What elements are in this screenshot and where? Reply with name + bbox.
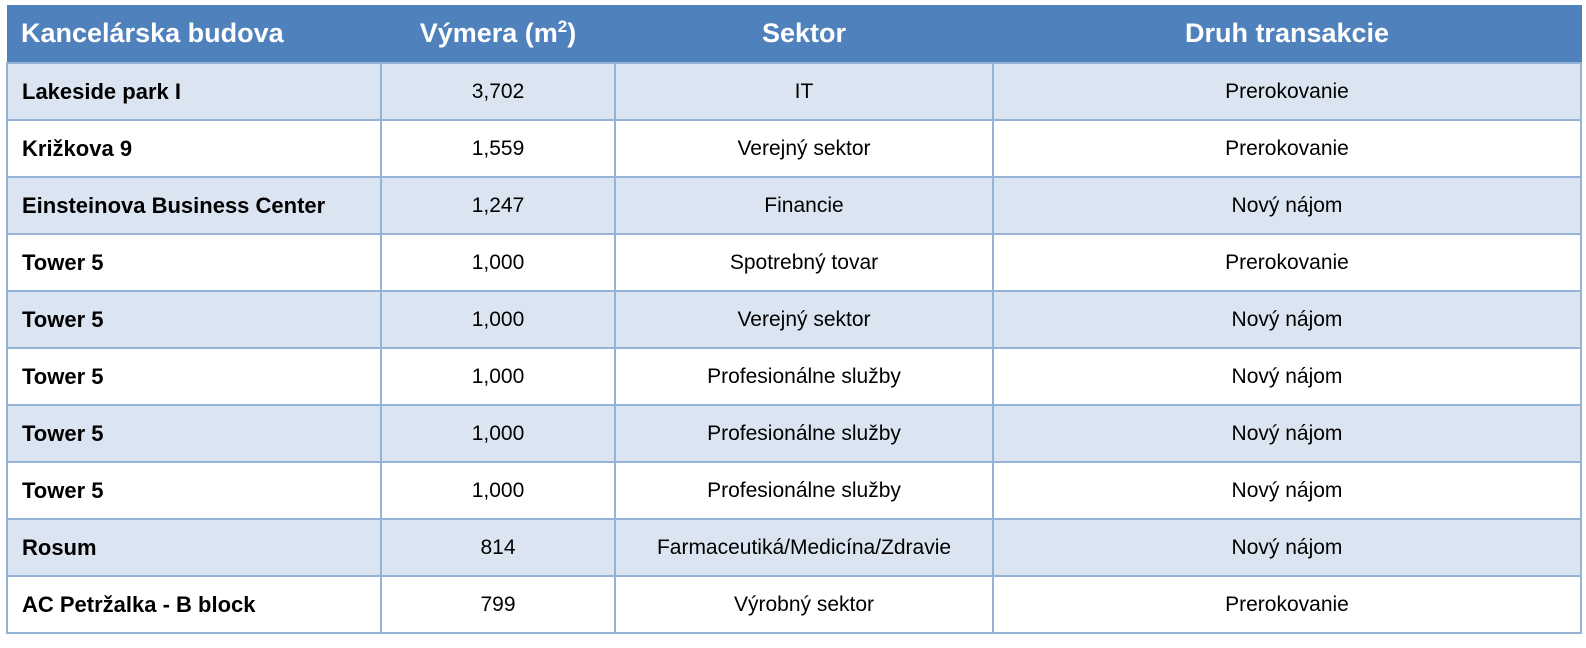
cell-sector: Profesionálne služby bbox=[614, 404, 994, 463]
cell-building: Tower 5 bbox=[6, 347, 382, 406]
cell-area: 1,559 bbox=[380, 119, 616, 178]
table-row: Tower 5 1,000 Profesionálne služby Nový … bbox=[6, 347, 1582, 406]
cell-area: 814 bbox=[380, 518, 616, 577]
table-body: Lakeside park I 3,702 IT Prerokovanie Kr… bbox=[6, 62, 1582, 634]
table-row: Tower 5 1,000 Spotrebný tovar Prerokovan… bbox=[6, 233, 1582, 292]
cell-sector: Financie bbox=[614, 176, 994, 235]
header-area-superscript: 2 bbox=[557, 17, 568, 36]
table-row: Tower 5 1,000 Profesionálne služby Nový … bbox=[6, 461, 1582, 520]
cell-area: 799 bbox=[380, 575, 616, 634]
header-transaction: Druh transakcie bbox=[993, 5, 1582, 63]
cell-building: Tower 5 bbox=[6, 461, 382, 520]
cell-area: 1,247 bbox=[380, 176, 616, 235]
table-row: Tower 5 1,000 Profesionálne služby Nový … bbox=[6, 404, 1582, 463]
cell-sector: Verejný sektor bbox=[614, 290, 994, 349]
cell-area: 1,000 bbox=[380, 461, 616, 520]
header-area-text: Výmera (m bbox=[419, 18, 558, 48]
cell-sector: IT bbox=[614, 62, 994, 121]
table-row: Lakeside park I 3,702 IT Prerokovanie bbox=[6, 62, 1582, 121]
table-row: AC Petržalka - B block 799 Výrobný sekto… bbox=[6, 575, 1582, 634]
cell-sector: Farmaceutiká/Medicína/Zdravie bbox=[614, 518, 994, 577]
table-row: Tower 5 1,000 Verejný sektor Nový nájom bbox=[6, 290, 1582, 349]
cell-area: 1,000 bbox=[380, 233, 616, 292]
cell-building: Križkova 9 bbox=[6, 119, 382, 178]
table-row: Rosum 814 Farmaceutiká/Medicína/Zdravie … bbox=[6, 518, 1582, 577]
cell-building: Tower 5 bbox=[6, 290, 382, 349]
cell-building: Rosum bbox=[6, 518, 382, 577]
cell-building: Tower 5 bbox=[6, 233, 382, 292]
table-row: Križkova 9 1,559 Verejný sektor Prerokov… bbox=[6, 119, 1582, 178]
table-row: Einsteinova Business Center 1,247 Financ… bbox=[6, 176, 1582, 235]
header-sector: Sektor bbox=[615, 5, 994, 63]
cell-transaction: Prerokovanie bbox=[992, 575, 1582, 634]
cell-building: Einsteinova Business Center bbox=[6, 176, 382, 235]
cell-transaction: Prerokovanie bbox=[992, 62, 1582, 121]
cell-transaction: Nový nájom bbox=[992, 176, 1582, 235]
cell-sector: Profesionálne služby bbox=[614, 347, 994, 406]
cell-sector: Spotrebný tovar bbox=[614, 233, 994, 292]
cell-area: 1,000 bbox=[380, 290, 616, 349]
cell-sector: Profesionálne služby bbox=[614, 461, 994, 520]
cell-area: 1,000 bbox=[380, 404, 616, 463]
table-header: Kancelárska budova Výmera (m2) Sektor Dr… bbox=[7, 5, 1582, 63]
header-area-close: ) bbox=[567, 18, 577, 48]
cell-building: AC Petržalka - B block bbox=[6, 575, 382, 634]
office-transactions-table: Kancelárska budova Výmera (m2) Sektor Dr… bbox=[6, 5, 1582, 634]
cell-building: Lakeside park I bbox=[6, 62, 382, 121]
cell-transaction: Nový nájom bbox=[992, 347, 1582, 406]
cell-transaction: Nový nájom bbox=[992, 518, 1582, 577]
cell-transaction: Nový nájom bbox=[992, 290, 1582, 349]
cell-building: Tower 5 bbox=[6, 404, 382, 463]
cell-transaction: Nový nájom bbox=[992, 404, 1582, 463]
cell-area: 1,000 bbox=[380, 347, 616, 406]
cell-area: 3,702 bbox=[380, 62, 616, 121]
office-transactions-table-container: Kancelárska budova Výmera (m2) Sektor Dr… bbox=[6, 5, 1582, 634]
cell-transaction: Prerokovanie bbox=[992, 119, 1582, 178]
cell-sector: Výrobný sektor bbox=[614, 575, 994, 634]
cell-transaction: Nový nájom bbox=[992, 461, 1582, 520]
cell-transaction: Prerokovanie bbox=[992, 233, 1582, 292]
cell-sector: Verejný sektor bbox=[614, 119, 994, 178]
header-area: Výmera (m2) bbox=[381, 5, 616, 63]
header-row: Kancelárska budova Výmera (m2) Sektor Dr… bbox=[7, 5, 1582, 63]
header-building: Kancelárska budova bbox=[7, 5, 382, 63]
